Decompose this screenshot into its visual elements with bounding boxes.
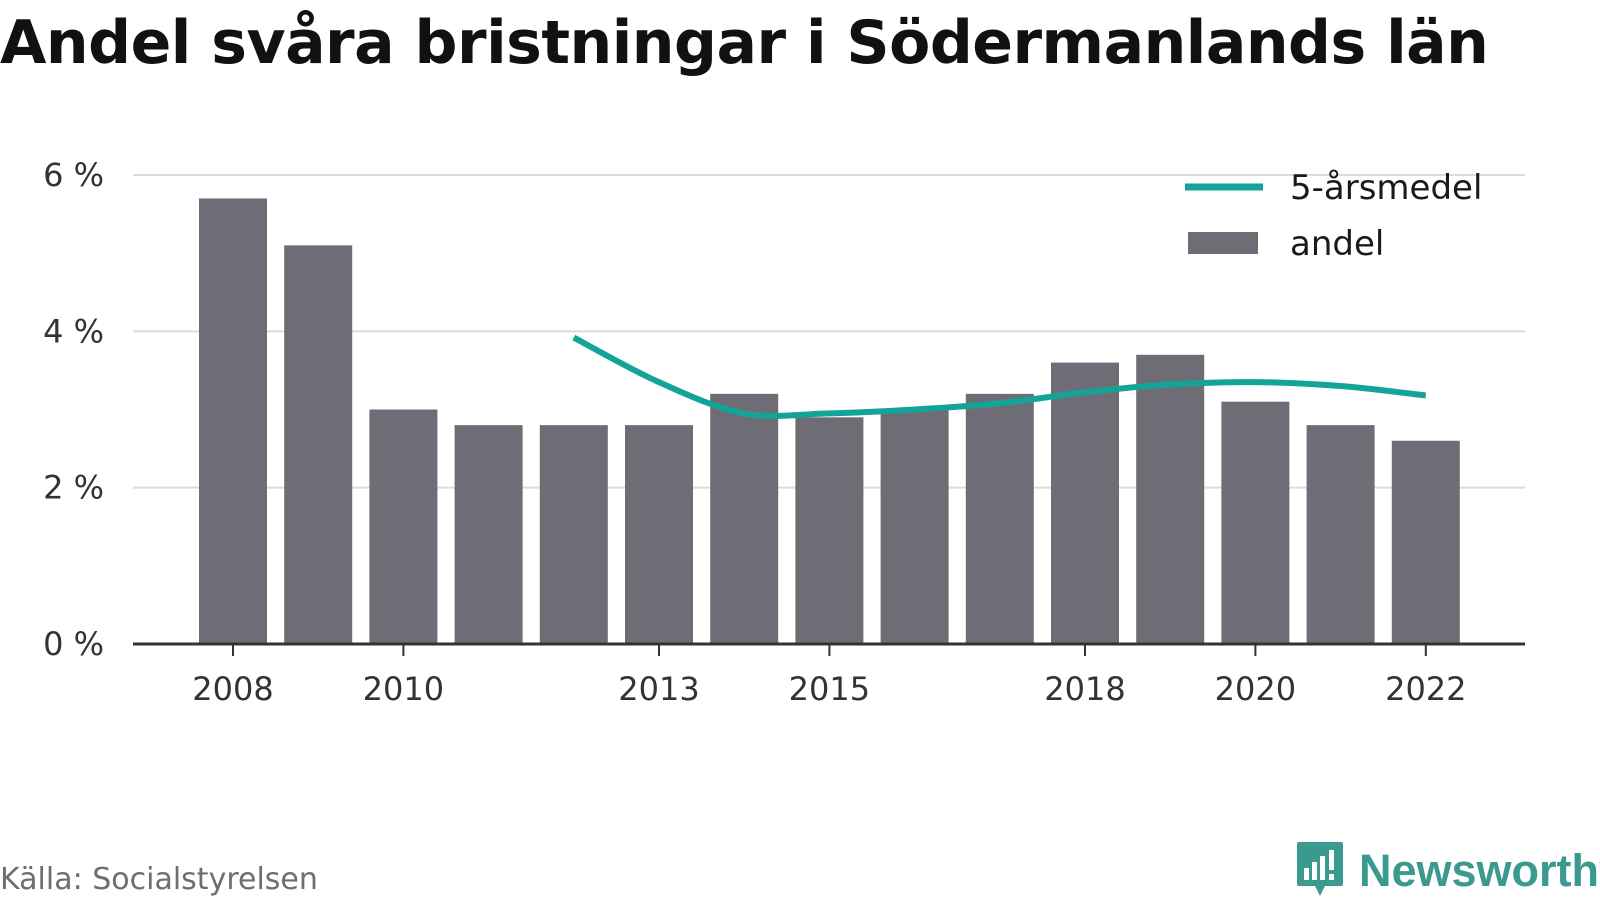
bar [880,409,949,644]
series-line-5-arsmedel [572,334,1427,419]
x-tick-label: 2010 [363,670,444,708]
bar-series [199,198,1460,644]
x-tick-label: 2022 [1385,670,1466,708]
bar [1136,354,1205,644]
x-tick-label: 2008 [192,670,273,708]
brand: Newsworthy [1295,840,1600,902]
bar [795,417,864,644]
brand-name: Newsworthy [1359,845,1600,896]
newsworthy-logo-icon [1295,840,1345,902]
bar [1051,362,1119,644]
bar [710,393,779,644]
x-tick-label: 2018 [1044,670,1125,708]
y-tick-label: 4 % [43,312,104,350]
y-tick-label: 2 % [43,469,104,507]
bar [965,393,1034,644]
bar [1306,425,1375,644]
x-tick-label: 2020 [1215,670,1296,708]
bar [284,245,353,644]
line-series [572,334,1427,419]
chart-title: Andel svåra bristningar i Södermanlands … [0,8,1489,78]
y-tick-label: 0 % [43,625,104,663]
source-note: Källa: Socialstyrelsen [0,862,318,897]
bar [625,425,693,644]
bar [1221,401,1290,644]
bar [1391,440,1460,644]
x-tick-label: 2013 [618,670,699,708]
x-tick-label: 2015 [789,670,870,708]
bar [454,425,523,644]
bar [539,425,608,644]
legend-label-bar: andel [1290,224,1384,264]
bar [199,198,267,644]
y-tick-label: 6 % [43,156,104,194]
legend: 5-årsmedel andel [1185,168,1482,264]
legend-bar-swatch [1188,232,1258,254]
bar [369,409,438,644]
axes: 0 % 2 % 4 % 6 % 2008 2010 2013 2015 2018 2020 2022 [43,156,1525,708]
legend-label-line: 5-årsmedel [1290,168,1482,208]
